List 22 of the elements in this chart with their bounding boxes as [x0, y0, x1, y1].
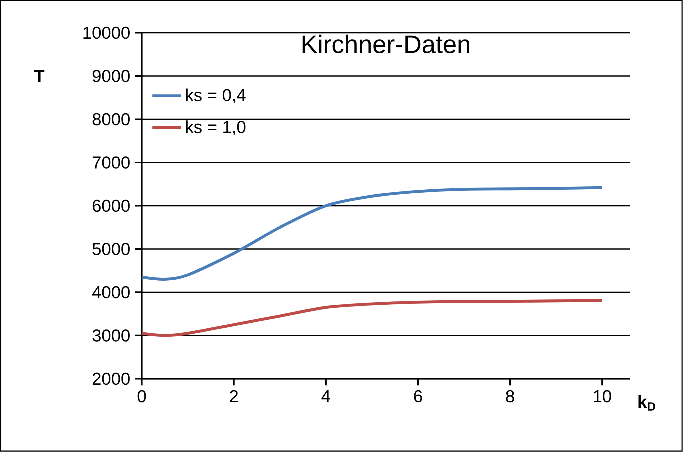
y-tick-label: 5000	[92, 243, 130, 256]
legend-label: ks = 0,4	[186, 88, 246, 104]
y-tick-label: 10000	[84, 26, 130, 40]
y-tick-label: 3000	[92, 330, 130, 342]
x-tick-label: 10	[594, 390, 612, 403]
x-tick-label: 8	[506, 390, 514, 403]
x-tick-label: 2	[230, 390, 238, 402]
chart-title: Kirchner-Daten	[302, 34, 470, 54]
x-axis-title: k$_{D}$	[638, 396, 656, 411]
y-axis-title: T	[34, 70, 45, 82]
y-tick-label: 8000	[92, 113, 130, 126]
x-tick-label: 0	[138, 390, 146, 403]
y-tick-label: 9000	[92, 70, 130, 82]
line-series	[140, 186, 604, 281]
legend-label: ks = 1,0	[186, 120, 246, 136]
x-tick-label: 4	[322, 390, 330, 402]
y-tick-label: 6000	[92, 200, 130, 212]
line-series	[140, 299, 604, 338]
y-tick-label: 4000	[92, 286, 130, 299]
x-tick-label: 6	[414, 390, 422, 403]
y-tick-label: 2000	[92, 372, 130, 386]
y-tick-label: 7000	[92, 156, 130, 169]
